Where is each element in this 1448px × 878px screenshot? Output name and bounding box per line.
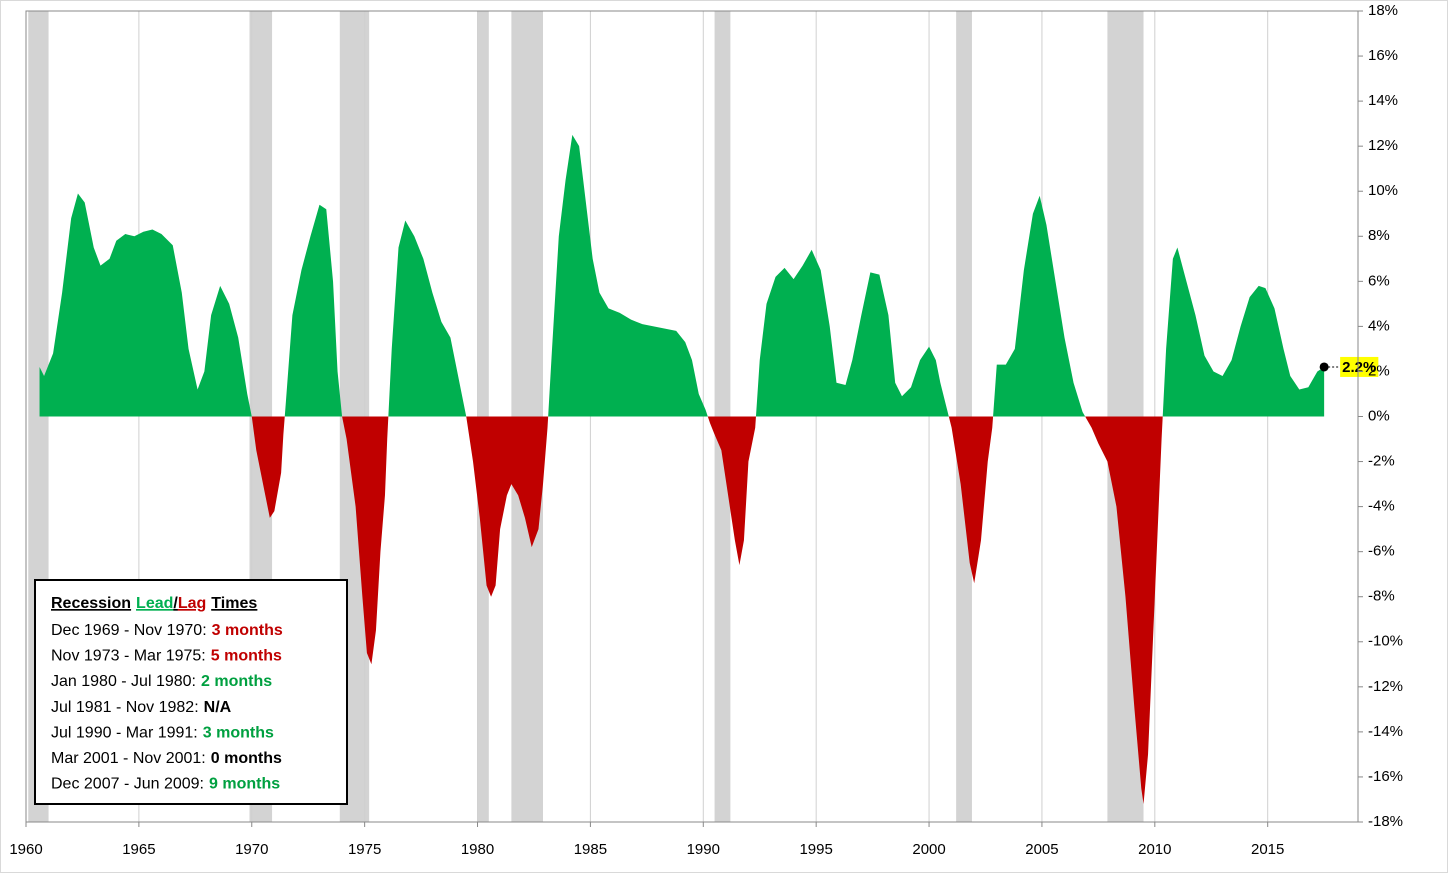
legend-row: Mar 2001 - Nov 2001: 0 months (51, 750, 282, 767)
plot-area: 2.2% (39, 134, 1379, 804)
legend-lead: 3 months (203, 725, 274, 742)
y-tick-label: -14% (1368, 723, 1403, 740)
y-tick-label: 6% (1368, 272, 1390, 289)
x-tick-label: 2005 (1025, 841, 1058, 858)
plot-frame (25, 10, 1359, 823)
legend-lead: 2 months (201, 673, 272, 690)
y-tick-label: -8% (1368, 588, 1395, 605)
y-tick-label: -2% (1368, 453, 1395, 470)
area-positive (39, 134, 1325, 417)
legend-period: Jan 1980 - Jul 1980: (51, 673, 196, 690)
y-tick-label: 4% (1368, 317, 1390, 334)
legend-title-part: Lead (136, 595, 173, 612)
legend-row: Jan 1980 - Jul 1980: 2 months (51, 673, 272, 690)
axes: 1960 1965 1970 1975 1980 1985 1990 1995 2000 2005… (9, 2, 1403, 858)
legend-lead: 5 months (211, 648, 282, 665)
y-tick-label: -4% (1368, 498, 1395, 515)
x-tick-label: 2010 (1138, 841, 1171, 858)
y-tick-label: -10% (1368, 633, 1403, 650)
legend-lead: 0 months (211, 750, 282, 767)
y-tick-label: -6% (1368, 543, 1395, 560)
x-tick-label: 1960 (9, 841, 42, 858)
x-tick-label: 2000 (912, 841, 945, 858)
legend-title-part: Recession (51, 595, 131, 612)
x-tick-label: 1980 (461, 841, 494, 858)
end-label-bg (1340, 356, 1379, 377)
legend-lead: 9 months (209, 776, 280, 793)
legend-row: Nov 1973 - Mar 1975: 5 months (51, 648, 282, 665)
legend-lead: N/A (204, 699, 232, 716)
legend-row: Jul 1981 - Nov 1982: N/A (51, 699, 232, 716)
y-tick-label: -18% (1368, 813, 1403, 830)
y-tick-label: 14% (1368, 92, 1398, 109)
y-tick-label: 12% (1368, 137, 1398, 154)
x-tick-label: 2015 (1251, 841, 1284, 858)
legend-period: Jul 1990 - Mar 1991: (51, 725, 198, 742)
y-tick-label: 2% (1368, 362, 1390, 379)
y-tick-label: 18% (1368, 2, 1398, 19)
legend-title-part: Lag (178, 595, 206, 612)
legend-period: Nov 1973 - Mar 1975: (51, 648, 206, 665)
x-tick-label: 1975 (348, 841, 381, 858)
legend-row: Dec 2007 - Jun 2009: 9 months (51, 776, 280, 793)
x-tick-label: 1985 (574, 841, 607, 858)
x-tick-label: 1995 (799, 841, 832, 858)
y-tick-label: 0% (1368, 407, 1390, 424)
legend-row: Jul 1990 - Mar 1991: 3 months (51, 725, 274, 742)
legend-lead: 3 months (212, 622, 283, 639)
end-point (1319, 362, 1329, 372)
y-tick-label: 8% (1368, 227, 1390, 244)
area-negative (39, 416, 1325, 804)
x-tick-label: 1970 (235, 841, 268, 858)
legend-title-part: / (173, 595, 178, 612)
legend-row: Dec 1969 - Nov 1970: 3 months (51, 622, 283, 639)
x-tick-label: 1990 (687, 841, 720, 858)
y-tick-label: 16% (1368, 47, 1398, 64)
end-label: 2.2% (1342, 359, 1376, 376)
legend-title-part: Times (211, 595, 257, 612)
x-tick-label: 1965 (122, 841, 155, 858)
y-tick-label: -16% (1368, 768, 1403, 785)
legend-period: Dec 1969 - Nov 1970: (51, 622, 207, 639)
legend-frame (34, 579, 348, 805)
legend-period: Dec 2007 - Jun 2009: (51, 776, 204, 793)
y-tick-label: -12% (1368, 678, 1403, 695)
legend-title: Recession Lead/Lag Times (51, 595, 257, 612)
legend-period: Jul 1981 - Nov 1982: (51, 699, 199, 716)
y-tick-label: 10% (1368, 182, 1398, 199)
legend-period: Mar 2001 - Nov 2001: (51, 750, 206, 767)
